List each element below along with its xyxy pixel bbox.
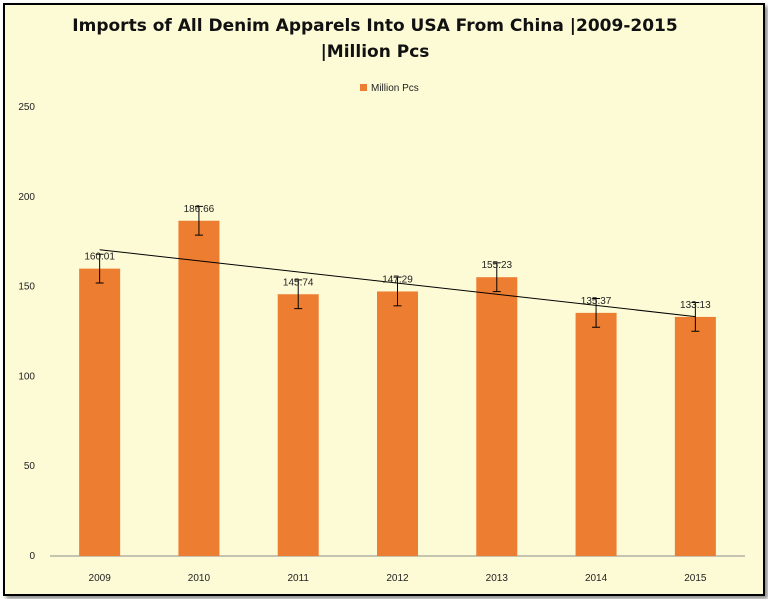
- x-tick-label: 2009: [89, 573, 112, 584]
- trendline: [99, 249, 696, 318]
- x-tick-label: 2010: [188, 573, 211, 584]
- x-tick-label: 2013: [486, 573, 509, 584]
- x-tick-label: 2015: [684, 573, 707, 584]
- x-tick-label: 2014: [585, 573, 608, 584]
- chart-frame: Imports of All Denim Apparels Into USA F…: [3, 3, 765, 596]
- bar: [575, 312, 617, 556]
- legend-label: Million Pcs: [371, 83, 419, 94]
- data-label: 147.29: [382, 274, 413, 285]
- data-label: 186.66: [184, 204, 215, 215]
- x-tick-label: 2011: [287, 573, 309, 584]
- x-tick-label: 2012: [386, 573, 409, 584]
- data-label: 145.74: [283, 277, 314, 288]
- data-label: 155.23: [481, 260, 512, 271]
- data-label: 160.01: [84, 252, 115, 263]
- bar: [178, 220, 220, 556]
- y-tick-label: 250: [18, 102, 35, 113]
- bar: [79, 268, 121, 556]
- y-tick-label: 0: [29, 551, 35, 562]
- bar-chart: 0 50 100 150 200 250 160.01 186.66 145.74 147.29 1…: [18, 83, 745, 584]
- bar: [277, 294, 319, 556]
- y-tick-label: 50: [24, 461, 36, 472]
- data-label: 133.13: [680, 300, 711, 311]
- data-label: 135.37: [581, 296, 612, 307]
- y-tick-label: 100: [18, 371, 35, 382]
- bar: [377, 291, 418, 556]
- y-tick-label: 200: [18, 192, 35, 203]
- y-tick-label: 150: [18, 282, 35, 293]
- bar: [674, 316, 716, 556]
- legend-swatch: [360, 84, 367, 91]
- chart-title: Imports of All Denim Apparels Into USA F…: [72, 16, 678, 62]
- bar: [476, 277, 518, 556]
